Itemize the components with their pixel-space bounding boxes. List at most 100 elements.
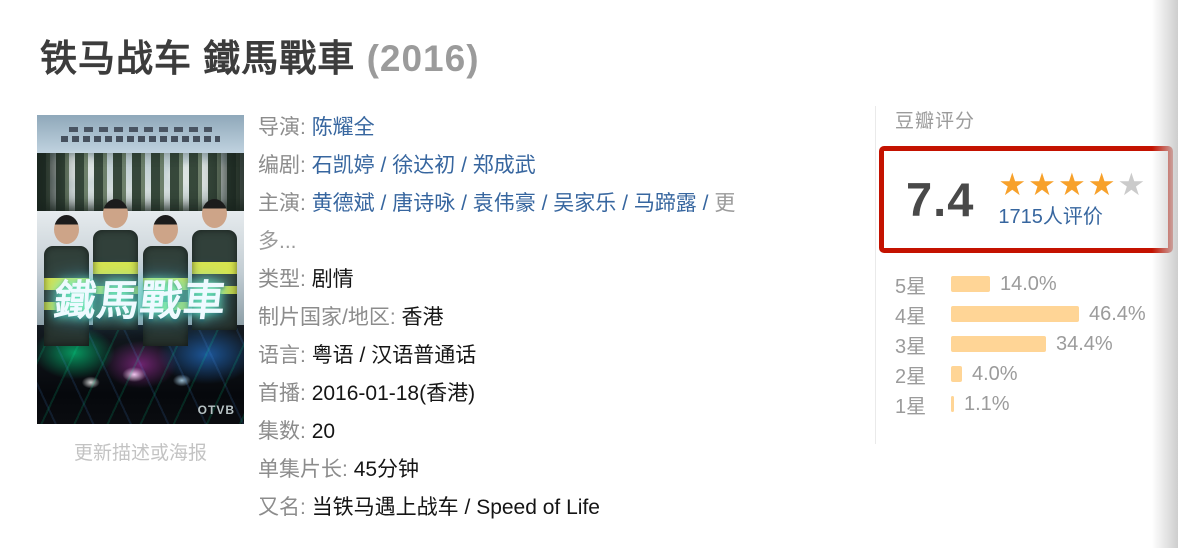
separator: / [380, 154, 387, 177]
cast-link[interactable]: 唐诗咏 [392, 192, 456, 215]
rating-bar [951, 396, 954, 412]
poster-figure-head [103, 199, 129, 228]
rating-bar-row: 1星 1.1% [895, 389, 1165, 419]
region-value: 香港 [401, 306, 444, 329]
poster-figure-head [152, 215, 178, 244]
aka-value: 当铁马遇上战车 / Speed of Life [311, 496, 600, 519]
douban-rating-title: 豆瓣评分 [895, 111, 976, 132]
separator: / [702, 192, 709, 215]
votes-count-link[interactable]: 1715人评价 [998, 206, 1103, 228]
poster-credits-block [61, 136, 220, 142]
star-icon: ★ [1117, 167, 1148, 202]
rating-bar [951, 366, 962, 382]
star-icon: ★ [1087, 167, 1118, 202]
rating-bar [951, 336, 1046, 352]
separator: / [461, 192, 467, 215]
poster-figure-torso [191, 230, 237, 330]
separator: / [541, 192, 548, 215]
separator: / [622, 192, 628, 215]
rating-percent: 46.4% [1089, 302, 1146, 325]
language-label: 语言: [258, 344, 306, 367]
tvb-logo: OTVB [197, 403, 235, 417]
language-value: 粤语 / 汉语普通话 [311, 344, 477, 367]
separator: / [461, 154, 467, 177]
cast-label: 主演: [258, 192, 306, 215]
stars-and-votes: ★★★★★ 1715人评价 [998, 167, 1148, 229]
info-row-episodes: 集数: 20 [258, 413, 744, 451]
poster-figure [142, 215, 188, 346]
poster-credits-block [69, 127, 212, 132]
episodes-label: 集数: [258, 420, 306, 443]
rating-distribution: 5星 14.0% 4星 46.4% 3星 34.4% 2星 4.0% 1星 [895, 269, 1165, 419]
premiere-value: 2016-01-18(香港) [311, 382, 476, 405]
page-title: 铁马战车 鐵馬戰車 (2016) [40, 28, 480, 82]
cast-link[interactable]: 黄德斌 [311, 192, 375, 215]
star-level-label: 1星 [895, 395, 927, 418]
poster-figure-head [54, 215, 79, 244]
poster-figure-torso [44, 246, 89, 346]
info-row-duration: 单集片长: 45分钟 [258, 451, 744, 489]
writers-label: 编剧: [258, 154, 306, 177]
aka-label: 又名: [258, 496, 306, 519]
info-row-genre: 类型: 剧情 [258, 261, 744, 299]
writer-link[interactable]: 郑成武 [472, 154, 536, 177]
director-link[interactable]: 陈耀全 [311, 116, 375, 139]
premiere-label: 首播: [258, 382, 306, 405]
poster-main-characters-art [37, 199, 244, 346]
rating-bar-row: 3星 34.4% [895, 329, 1165, 359]
page-edge-gradient [1152, 0, 1178, 548]
star-icon: ★ [1028, 167, 1058, 202]
duration-value: 45分钟 [353, 458, 420, 481]
star-level-label: 4星 [895, 305, 927, 328]
poster-figure-torso [142, 246, 188, 346]
info-row-aka: 又名: 当铁马遇上战车 / Speed of Life [258, 489, 744, 527]
movie-info-list: 导演: 陈耀全 编剧: 石凯婷 / 徐达初 / 郑成武 主演: 黄德斌 / 唐诗… [258, 109, 744, 527]
writer-link[interactable]: 石凯婷 [311, 154, 375, 177]
rating-highlight-box: 7.4 ★★★★★ 1715人评价 [879, 146, 1173, 253]
info-row-premiere: 首播: 2016-01-18(香港) [258, 375, 744, 413]
star-level-label: 5星 [895, 275, 927, 298]
poster-figure-head [201, 199, 227, 228]
star-level-label: 2星 [895, 365, 927, 388]
poster-figure-torso [93, 230, 139, 330]
votes-count: 1715人评价 [998, 200, 1147, 229]
info-row-cast: 主演: 黄德斌 / 唐诗咏 / 袁伟豪 / 吴家乐 / 马蹄露 / 更多... [258, 185, 744, 261]
rating-percent: 14.0% [1000, 272, 1057, 295]
rating-bar-row: 4星 46.4% [895, 299, 1165, 329]
rating-bar [951, 306, 1079, 322]
movie-title-text: 铁马战车 鐵馬戰車 [40, 38, 356, 79]
rating-score: 7.4 [906, 173, 975, 226]
region-label: 制片国家/地区: [258, 306, 396, 329]
episodes-value: 20 [311, 420, 336, 443]
cast-link[interactable]: 袁伟豪 [472, 192, 536, 215]
info-row-language: 语言: 粤语 / 汉语普通话 [258, 337, 744, 375]
poster-figure [191, 199, 237, 331]
star-icon: ★ [998, 167, 1029, 202]
star-rating: ★★★★★ [998, 167, 1148, 202]
rating-percent: 4.0% [972, 362, 1018, 385]
writer-link[interactable]: 徐达初 [392, 154, 456, 177]
cast-link[interactable]: 马蹄露 [633, 192, 697, 215]
rating-bar [951, 276, 990, 292]
movie-poster[interactable]: 鐵馬戰車 OTVB [37, 115, 244, 424]
director-label: 导演: [258, 116, 306, 139]
info-row-director: 导演: 陈耀全 [258, 109, 744, 147]
genre-label: 类型: [258, 268, 306, 291]
star-icon: ★ [1057, 167, 1088, 202]
cast-link[interactable]: 吴家乐 [553, 192, 617, 215]
rating-percent: 34.4% [1056, 332, 1113, 355]
poster-figure [93, 199, 139, 331]
genre-value: 剧情 [311, 268, 354, 291]
poster-figure [44, 215, 89, 346]
duration-label: 单集片长: [258, 458, 348, 481]
douban-rating-section: 豆瓣评分 7.4 ★★★★★ 1715人评价 5星 14.0% 4星 46. [875, 106, 1173, 444]
separator: / [380, 192, 387, 215]
more-cast-link[interactable]: 更多... [258, 192, 736, 253]
update-poster-link[interactable]: 更新描述或海报 [73, 443, 207, 464]
rating-bar-row: 2星 4.0% [895, 359, 1165, 389]
rating-bar-row: 5星 14.0% [895, 269, 1165, 299]
star-level-label: 3星 [895, 335, 927, 358]
poster-title-overlay: 鐵馬戰車 [51, 277, 229, 324]
info-row-writers: 编剧: 石凯婷 / 徐达初 / 郑成武 [258, 147, 744, 185]
